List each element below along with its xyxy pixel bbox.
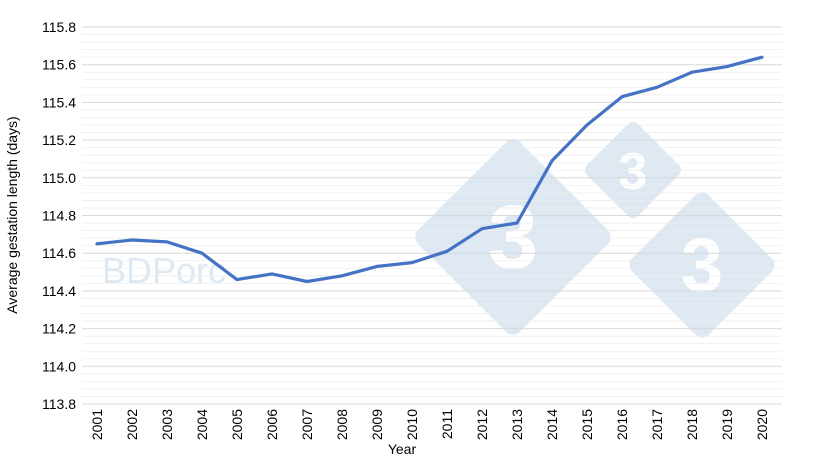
y-axis-title: Average gestation length (days) — [4, 116, 20, 313]
x-tick-label: 2012 — [474, 409, 490, 440]
x-tick-label: 2013 — [509, 409, 525, 440]
y-tick-label: 114.2 — [42, 321, 76, 337]
x-tick-label: 2019 — [719, 409, 735, 440]
y-tick-label: 115.2 — [42, 132, 76, 148]
y-tick-label: 115.4 — [42, 94, 76, 110]
x-tick-label: 2011 — [439, 409, 455, 439]
x-tick-label: 2015 — [579, 409, 595, 440]
watermark-digit: 3 — [619, 143, 648, 201]
y-tick-label: 115.0 — [42, 170, 76, 186]
y-axis-ticks: 113.8 114.0 114.2 114.4 114.6 114.8 115.0 115.2… — [42, 19, 76, 412]
y-tick-label: 113.8 — [42, 396, 76, 412]
x-tick-label: 2004 — [194, 409, 210, 440]
x-tick-label: 2017 — [649, 409, 665, 440]
y-tick-label: 115.8 — [42, 19, 76, 35]
x-tick-label: 2005 — [229, 409, 245, 440]
x-tick-label: 2003 — [159, 409, 175, 440]
x-tick-label: 2002 — [124, 409, 140, 440]
y-tick-label: 114.4 — [42, 283, 76, 299]
x-axis-title: Year — [388, 441, 417, 457]
x-tick-label: 2001 — [89, 409, 105, 440]
x-axis-ticks: 2001 2002 2003 2004 2005 2006 2007 2008 2009 2010… — [89, 409, 770, 440]
x-tick-label: 2010 — [404, 409, 420, 440]
watermark-diamond-large: 3 — [415, 139, 611, 335]
y-tick-label: 114.0 — [42, 358, 76, 374]
x-tick-label: 2014 — [544, 409, 560, 440]
y-tick-label: 114.8 — [42, 208, 76, 224]
x-tick-label: 2008 — [334, 409, 350, 440]
x-tick-label: 2009 — [369, 409, 385, 440]
x-tick-label: 2018 — [684, 409, 700, 440]
x-tick-label: 2016 — [614, 409, 630, 440]
data-line — [95, 55, 764, 284]
y-tick-label: 114.6 — [42, 245, 76, 261]
x-tick-label: 2006 — [264, 409, 280, 440]
x-tick-label: 2020 — [754, 409, 770, 440]
watermark-digit: 3 — [681, 223, 723, 308]
gridlines-overlay — [82, 26, 782, 405]
x-tick-label: 2007 — [299, 409, 315, 440]
watermark-diamond-medium: 3 — [629, 192, 775, 338]
y-tick-label: 115.6 — [42, 57, 76, 73]
